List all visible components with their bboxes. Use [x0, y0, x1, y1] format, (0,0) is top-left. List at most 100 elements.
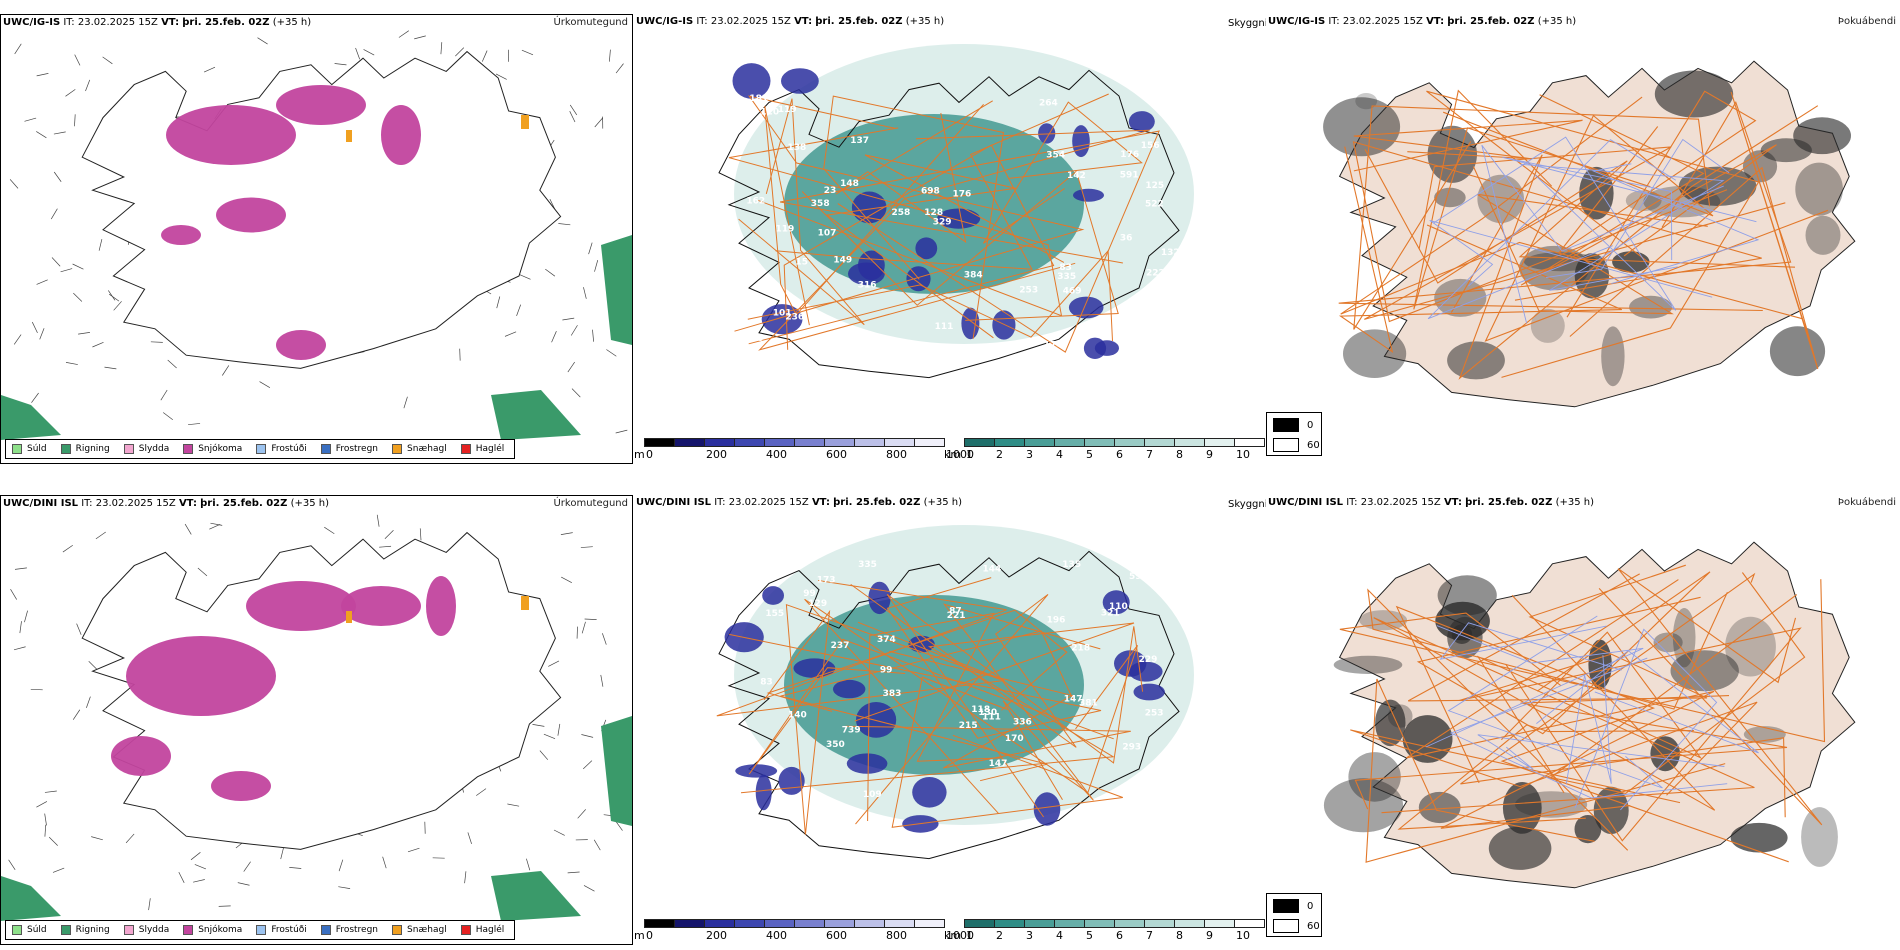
cloudbase-tick: 1000: [946, 929, 974, 942]
visibility-tick: 2: [996, 448, 1003, 461]
cloudbase-label: 120: [760, 108, 779, 118]
fog-legend-entry: 60: [1273, 919, 1320, 933]
cloudbase-label: 162: [746, 196, 765, 206]
lead-time: (+35 h): [923, 497, 963, 508]
legend-item: Súld: [12, 925, 47, 935]
cloudbase-label: 83: [760, 677, 773, 687]
fog-legend-label: 60: [1307, 920, 1320, 932]
legend-item: Frostúði: [256, 925, 307, 935]
cloudbase-label: 268: [1142, 779, 1161, 789]
colorbar-cell: [734, 919, 765, 928]
cloudbase-label: 381: [1079, 699, 1098, 709]
colorbar-cell: [1024, 919, 1055, 928]
cloudbase-label: 592: [1129, 572, 1148, 582]
valid-time: þri. 25.feb. 02Z: [833, 497, 921, 508]
colorbar-cell: [704, 919, 735, 928]
cloudbase-label: 258: [892, 208, 911, 218]
cloudbase-label: 222: [1146, 268, 1165, 278]
cloudbase-label: 335: [1057, 272, 1076, 282]
legend-label: Snæhagl: [407, 444, 447, 454]
cloudbase-label: 111: [935, 322, 954, 332]
legend-item: Frostúði: [256, 444, 307, 454]
panel-header: UWC/IG-IS IT: 23.02.2025 15Z VT: þri. 25…: [1268, 16, 1896, 28]
cloudbase-label: 383: [883, 689, 902, 699]
legend-label: Rigning: [75, 444, 110, 454]
visibility-tick: 6: [1116, 448, 1123, 461]
legend-swatch: [392, 925, 403, 935]
visibility-tick: 4: [1056, 929, 1063, 942]
lead-time: (+35 h): [272, 17, 312, 28]
cloud-visibility-panel-bottom: UWC/DINI ISL IT: 23.02.2025 15Z VT: þri.…: [634, 495, 1268, 945]
legend-item: Slydda: [123, 444, 169, 454]
fog-legend-entry: 0: [1273, 418, 1313, 432]
colorbar-cell: [644, 919, 675, 928]
cloudbase-label: 229: [1139, 655, 1158, 665]
init-time: 23.02.2025 15Z: [1342, 16, 1423, 27]
cloudbase-label: 101: [773, 309, 792, 319]
model-name: UWC/DINI ISL: [636, 497, 712, 508]
cloudbase-label: 237: [831, 641, 850, 651]
cloudbase-tick: 0: [646, 929, 653, 942]
panel-title: Þokuábendi: [1837, 497, 1896, 508]
colorbar-cell: [824, 438, 855, 447]
colorbar-cell: [1084, 438, 1115, 447]
colorbar-cell: [1174, 919, 1205, 928]
precip-type-panel-top: UWC/IG-IS IT: 23.02.2025 15Z VT: þri. 25…: [0, 14, 633, 464]
cloudbase-tick: 600: [826, 448, 847, 461]
cloudbase-label: 144: [983, 565, 1002, 575]
it-label: IT:: [63, 17, 75, 28]
colorbar-cell: [1144, 438, 1175, 447]
model-name: UWC/IG-IS: [3, 17, 61, 28]
cloudbase-label: 128: [924, 208, 943, 218]
legend-item: Frostregn: [320, 925, 378, 935]
cloudbase-label: 316: [858, 281, 877, 291]
visibility-tick: 4: [1056, 448, 1063, 461]
cloudbase-label: 304: [1119, 804, 1138, 814]
cloudbase-label: 147: [1064, 694, 1083, 704]
cloudbase-label: 293: [1122, 743, 1141, 753]
legend-label: Frostúði: [271, 925, 307, 935]
visibility-tick: 3: [1026, 929, 1033, 942]
cloudbase-label: 130: [978, 708, 997, 718]
cloudbase-label: 23: [824, 186, 837, 196]
cloudbase-tick: 200: [706, 448, 727, 461]
cloudbase-label: 522: [1145, 200, 1164, 210]
cloudbase-label: 253: [1145, 708, 1164, 718]
model-name: UWC/DINI ISL: [3, 498, 79, 509]
cloudbase-tick: 400: [766, 448, 787, 461]
cloudbase-label: 129: [808, 599, 827, 609]
fog-panel-top: UWC/IG-IS IT: 23.02.2025 15Z VT: þri. 25…: [1266, 14, 1900, 464]
cloudbase-unit: m: [634, 929, 645, 942]
cloudbase-label: 329: [933, 218, 952, 228]
model-name: UWC/IG-IS: [636, 16, 694, 27]
fog-legend-label: 60: [1307, 439, 1320, 451]
colorbar-cell: [644, 438, 675, 447]
visibility-tick: 9: [1206, 448, 1213, 461]
visibility-tick: 8: [1176, 448, 1183, 461]
legend-swatch: [320, 925, 331, 935]
cloudbase-label: 140: [788, 710, 807, 720]
cloudbase-label: 215: [959, 721, 978, 731]
legend-label: Snæhagl: [407, 925, 447, 935]
cloudbase-label: 138: [788, 143, 807, 153]
colorbar-cell: [704, 438, 735, 447]
vt-label: VT:: [161, 17, 180, 28]
vt-label: VT:: [178, 498, 197, 509]
colorbar-cell: [1084, 919, 1115, 928]
panel-title: Úrkomutegund: [553, 17, 628, 28]
visibility-unit: km: [944, 929, 962, 942]
panel-title: Úrkomutegund: [553, 498, 628, 509]
colorbar-cell: [1204, 919, 1235, 928]
cloudbase-label: 158: [1060, 819, 1079, 829]
cloudbase-label: 119: [776, 225, 795, 235]
cloudbase-tick: 600: [826, 929, 847, 942]
fog-legend-swatch: [1273, 418, 1299, 432]
cloudbase-label: 739: [842, 726, 861, 736]
valid-time: þri. 25.feb. 02Z: [1447, 16, 1535, 27]
cloudbase-tick: 200: [706, 929, 727, 942]
visibility-unit: km: [944, 448, 962, 461]
precip-type-panel-bottom: UWC/DINI ISL IT: 23.02.2025 15Z VT: þri.…: [0, 495, 633, 945]
legend-label: Slydda: [138, 925, 170, 935]
cloudbase-label: 336: [1013, 718, 1032, 728]
